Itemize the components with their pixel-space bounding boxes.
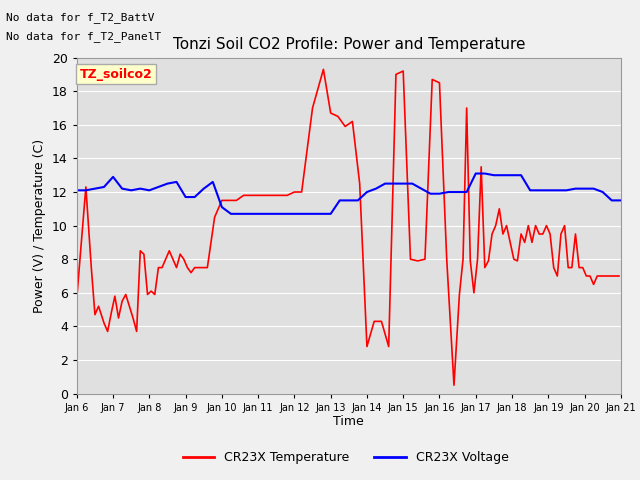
Title: Tonzi Soil CO2 Profile: Power and Temperature: Tonzi Soil CO2 Profile: Power and Temper… (173, 37, 525, 52)
Text: No data for f_T2_PanelT: No data for f_T2_PanelT (6, 31, 162, 42)
Legend: CR23X Temperature, CR23X Voltage: CR23X Temperature, CR23X Voltage (178, 446, 513, 469)
Y-axis label: Power (V) / Temperature (C): Power (V) / Temperature (C) (33, 139, 46, 312)
Text: No data for f_T2_BattV: No data for f_T2_BattV (6, 12, 155, 23)
Text: TZ_soilco2: TZ_soilco2 (79, 68, 152, 81)
X-axis label: Time: Time (333, 415, 364, 429)
